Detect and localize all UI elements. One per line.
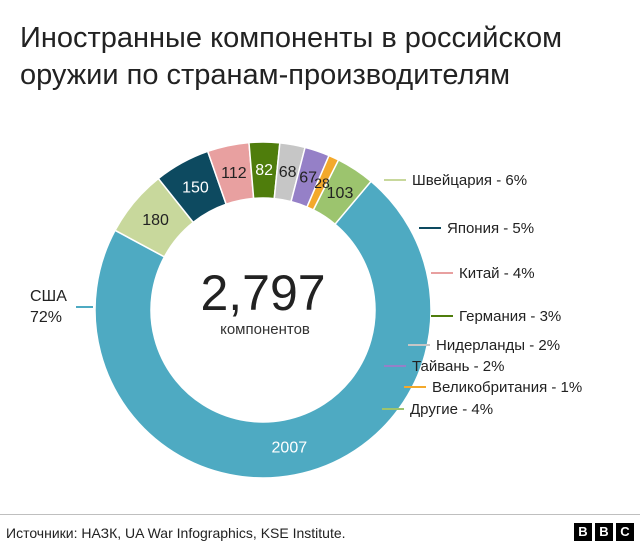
footer: Источники: НАЗК, UA War Infographics, KS… xyxy=(0,514,640,547)
value-label-другие: 103 xyxy=(327,185,354,202)
value-label-нидерланды: 68 xyxy=(279,164,297,181)
bbc-logo-letter: B xyxy=(574,523,592,541)
slice-сша xyxy=(94,180,432,479)
value-label-тайвань: 67 xyxy=(299,169,317,186)
legend-entry-тайвань: Тайвань - 2% xyxy=(412,358,504,375)
footer-divider xyxy=(0,514,640,515)
value-label-германия: 82 xyxy=(255,162,273,179)
value-label-великобритания: 28 xyxy=(314,175,330,191)
center-total: 2,797 xyxy=(200,265,325,321)
legend-entry-германия: Германия - 3% xyxy=(459,308,561,325)
value-label-китай: 112 xyxy=(221,165,247,182)
chart-title-line-1: Иностранные компоненты в российском xyxy=(20,22,563,54)
center-total-label: компонентов xyxy=(220,321,310,338)
legend-entry-китай: Китай - 4% xyxy=(459,265,535,282)
bbc-logo-letter: C xyxy=(616,523,634,541)
legend-entry-великобритания: Великобритания - 1% xyxy=(432,379,582,396)
value-label-швейцария: 180 xyxy=(142,212,169,229)
source-note: Источники: НАЗК, UA War Infographics, KS… xyxy=(6,525,346,541)
chart-title: Иностранные компоненты в российском оруж… xyxy=(20,20,630,94)
legend-entry-другие: Другие - 4% xyxy=(410,401,493,418)
chart-title-line-2: оружии по странам-производителям xyxy=(20,59,511,91)
legend-percent-сша: 72% xyxy=(30,309,62,326)
legend-entry-швейцария: Швейцария - 6% xyxy=(412,172,527,189)
value-label-сша: 2007 xyxy=(272,440,308,457)
bbc-logo: B B C xyxy=(574,523,634,541)
legend-name-сша: США xyxy=(30,288,67,305)
slice-другие xyxy=(312,158,373,226)
value-label-япония: 150 xyxy=(182,179,209,196)
bbc-logo-letter: B xyxy=(595,523,613,541)
legend-entry-япония: Япония - 5% xyxy=(447,220,534,237)
legend-entry-нидерланды: Нидерланды - 2% xyxy=(436,337,560,354)
